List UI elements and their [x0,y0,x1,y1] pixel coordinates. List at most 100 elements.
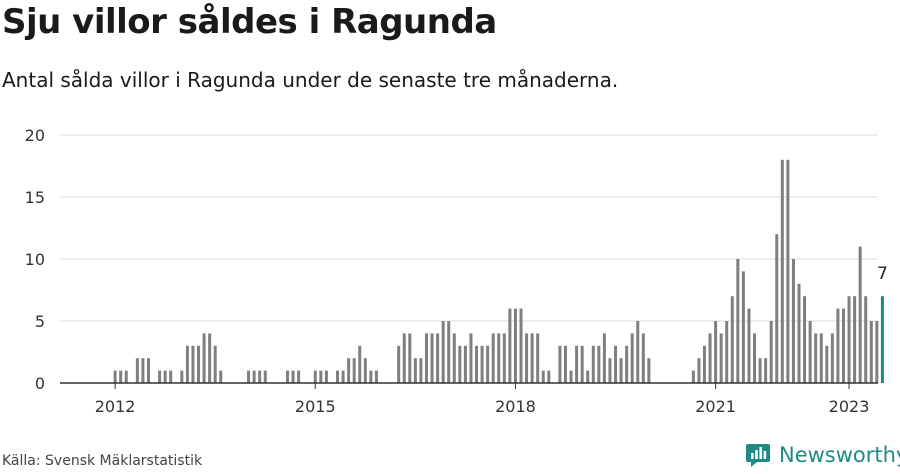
bar [814,333,818,383]
bar [714,321,718,383]
bar [769,321,773,383]
bar [397,345,401,383]
bar [208,333,212,383]
bar [258,370,262,383]
bar [736,259,740,383]
source-note: Källa: Svensk Mäklarstatistik [2,453,203,469]
bar [536,333,540,383]
bar [202,333,206,383]
bar [146,358,150,383]
bar [363,358,367,383]
bar [247,370,251,383]
bar [124,370,128,383]
bar [419,358,423,383]
x-tick-label: 2012 [95,397,136,416]
bar [641,333,645,383]
highlight-bar [880,296,884,383]
bar [591,345,595,383]
bar [580,345,584,383]
bar [586,370,590,383]
bar [291,370,295,383]
bar [191,345,195,383]
bar [602,333,606,383]
bar [541,370,545,383]
y-tick-label: 5 [35,312,45,331]
bar [324,370,328,383]
y-tick-label: 10 [25,250,45,269]
bar [491,333,495,383]
bar [575,345,579,383]
bar [319,370,323,383]
bar [341,370,345,383]
bar [691,370,695,383]
bar [864,296,868,383]
bar [525,333,529,383]
bar [841,308,845,383]
bar [408,333,412,383]
bar [780,159,784,383]
bar [764,358,768,383]
bar [725,321,729,383]
bar [719,333,723,383]
bar [358,345,362,383]
bar [558,345,562,383]
bar [547,370,551,383]
bar [374,370,378,383]
bar [169,370,173,383]
bar [413,358,417,383]
bar [502,333,506,383]
bar [647,358,651,383]
bar [791,259,795,383]
newsworthy-brand: Newsworthy [745,442,900,468]
bar [213,345,217,383]
bar [702,345,706,383]
bar [486,345,490,383]
bar [469,333,473,383]
chart-subtitle: Antal sålda villor i Ragunda under de se… [2,68,619,92]
bar [336,370,340,383]
bar [730,296,734,383]
bar [463,345,467,383]
bar [119,370,123,383]
x-tick-label: 2023 [829,397,870,416]
bar [424,333,428,383]
bar [163,370,167,383]
bar [497,333,501,383]
bar [619,358,623,383]
y-tick-label: 0 [35,374,45,393]
bar [630,333,634,383]
bar [847,296,851,383]
bar [441,321,445,383]
bar [786,159,790,383]
bar [614,345,618,383]
bar [458,345,462,383]
y-tick-label: 20 [25,126,45,145]
bar [430,333,434,383]
bar [853,296,857,383]
bar [858,246,862,383]
bar [803,296,807,383]
x-tick-label: 2018 [495,397,536,416]
highlight-value-label: 7 [877,264,888,284]
bar [313,370,317,383]
bar [158,370,162,383]
bar [830,333,834,383]
bar [597,345,601,383]
bar [513,308,517,383]
bar [185,345,189,383]
bar [436,333,440,383]
y-tick-label: 15 [25,188,45,207]
bar [625,345,629,383]
bar [758,358,762,383]
newsworthy-logo-icon [746,444,770,467]
bar [219,370,223,383]
chart-title: Sju villor såldes i Ragunda [2,2,497,42]
bar [369,370,373,383]
bar [452,333,456,383]
bar [180,370,184,383]
bar [263,370,267,383]
bar [530,333,534,383]
bar [402,333,406,383]
bar [753,333,757,383]
